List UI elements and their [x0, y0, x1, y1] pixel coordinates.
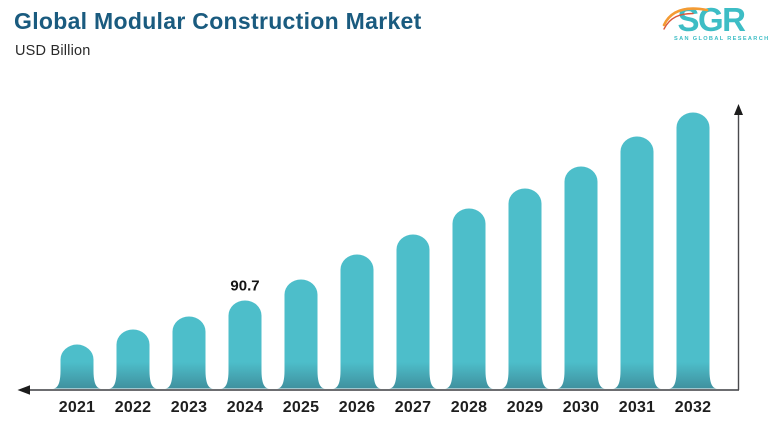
x-tick-2022: 2022 — [115, 399, 151, 416]
x-axis-arrow-icon — [17, 385, 30, 395]
bar-2024 — [221, 300, 269, 389]
x-tick-2027: 2027 — [395, 399, 431, 416]
bar-2028 — [445, 208, 493, 389]
logo-tagline: SAN GLOBAL RESEARCH — [674, 36, 768, 42]
x-tick-2026: 2026 — [339, 399, 375, 416]
x-tick-2024: 2024 — [227, 399, 263, 416]
page-title: Global Modular Construction Market — [14, 8, 422, 34]
x-tick-2028: 2028 — [451, 399, 487, 416]
x-tick-2029: 2029 — [507, 399, 543, 416]
bar-2031 — [613, 136, 661, 389]
x-tick-2021: 2021 — [59, 399, 95, 416]
bar-2027 — [389, 234, 437, 389]
x-tick-2031: 2031 — [619, 399, 655, 416]
x-tick-2023: 2023 — [171, 399, 207, 416]
bar-2022 — [109, 329, 157, 389]
bar-2023 — [165, 316, 213, 389]
bar-2026 — [333, 254, 381, 389]
x-tick-2032: 2032 — [675, 399, 711, 416]
bar-2025 — [277, 279, 325, 389]
bar-2021 — [53, 344, 101, 389]
y-axis-arrow-icon — [734, 104, 743, 115]
bar-2030 — [557, 166, 605, 389]
bar-2032 — [669, 112, 717, 389]
x-tick-2025: 2025 — [283, 399, 319, 416]
x-tick-2030: 2030 — [563, 399, 599, 416]
bar-2029 — [501, 188, 549, 389]
page-subtitle: USD Billion — [15, 43, 91, 59]
data-label-2024: 90.7 — [230, 278, 259, 295]
